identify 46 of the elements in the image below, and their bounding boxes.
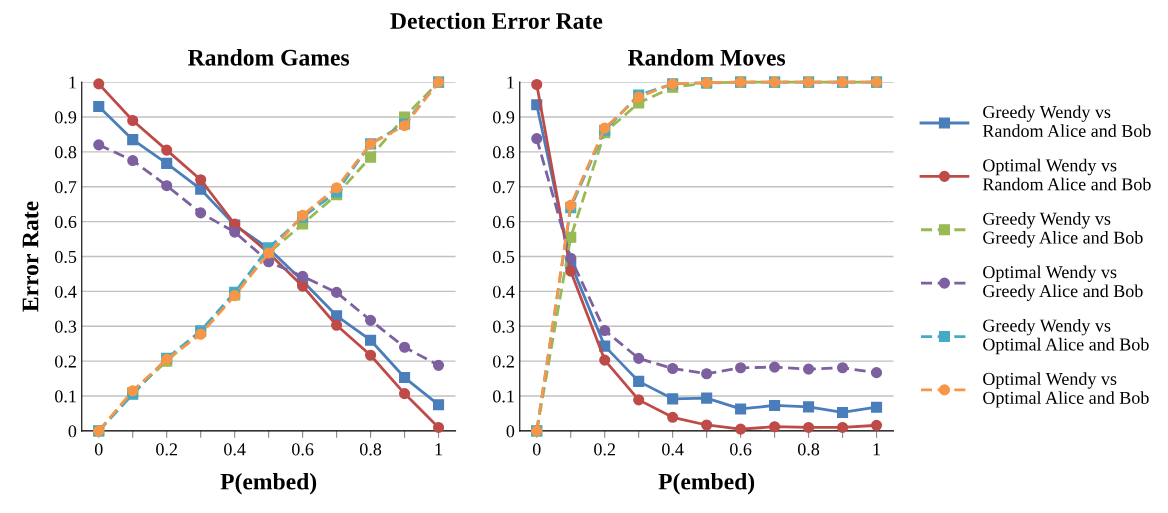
y-tick-label: 0.6 <box>493 215 515 229</box>
x-tick-label: 0.8 <box>797 443 820 456</box>
x-axis-title: P(embed) <box>220 472 317 495</box>
legend-label: Greedy Wendy vs Optimal Alice and Bob <box>983 318 1149 355</box>
x-tick-label: 1 <box>873 443 880 456</box>
legend-label: Optimal Wendy vs Optimal Alice and Bob <box>983 372 1149 408</box>
legend-label: Optimal Wendy vs Random Alice and Bob <box>982 158 1151 191</box>
y-tick-label: 0.4 <box>55 285 77 298</box>
y-tick-label: 0.1 <box>493 390 514 403</box>
y-tick-label: 0.4 <box>493 285 515 298</box>
y-tick-label: 0 <box>506 425 515 438</box>
y-tick-label: 0.3 <box>493 320 515 333</box>
y-tick-label: 0.1 <box>55 390 76 403</box>
x-tick-label: 1 <box>435 443 442 456</box>
y-tick-label: 0.8 <box>493 146 515 159</box>
legend-label: Greedy Wendy vs Greedy Alice and Bob <box>983 212 1143 248</box>
y-tick-label: 0.3 <box>55 320 77 333</box>
y-tick-label: 0.9 <box>55 111 77 124</box>
x-tick-label: 0 <box>94 443 103 456</box>
y-tick-label: 0 <box>68 425 77 438</box>
x-axis-title: P(embed) <box>658 472 755 495</box>
x-tick-label: 0.4 <box>224 443 246 456</box>
x-tick-label: 0.6 <box>292 443 314 456</box>
y-axis-title: Error Rate <box>22 201 39 312</box>
x-tick-label: 0 <box>532 443 541 456</box>
chart-title: Random Moves <box>628 49 786 66</box>
y-tick-label: 0.7 <box>493 180 515 194</box>
legend-label: Optimal Wendy vs Greedy Alice and Bob <box>983 265 1143 301</box>
y-tick-label: 0.5 <box>55 250 77 264</box>
y-tick-label: 0.6 <box>55 215 77 229</box>
text: Detection Error Rate <box>390 12 603 29</box>
y-tick-label: 0.2 <box>493 355 514 368</box>
x-tick-label: 0.4 <box>662 443 684 456</box>
x-tick-label: 0.2 <box>594 443 615 456</box>
y-tick-label: 0.8 <box>55 146 77 159</box>
x-tick-label: 0.8 <box>359 443 382 456</box>
x-tick-label: 0.6 <box>730 443 752 456</box>
chart-title: Random Games <box>188 49 350 66</box>
y-tick-label: 0.5 <box>493 250 515 264</box>
legend-label: Greedy Wendy vs Random Alice and Bob <box>982 105 1151 138</box>
y-tick-label: 0.9 <box>493 111 515 124</box>
y-tick-label: 1 <box>69 76 76 89</box>
x-tick-label: 0.2 <box>156 443 177 456</box>
y-tick-label: 0.2 <box>55 355 76 368</box>
y-tick-label: 0.7 <box>55 180 77 194</box>
y-tick-label: 1 <box>507 76 514 89</box>
